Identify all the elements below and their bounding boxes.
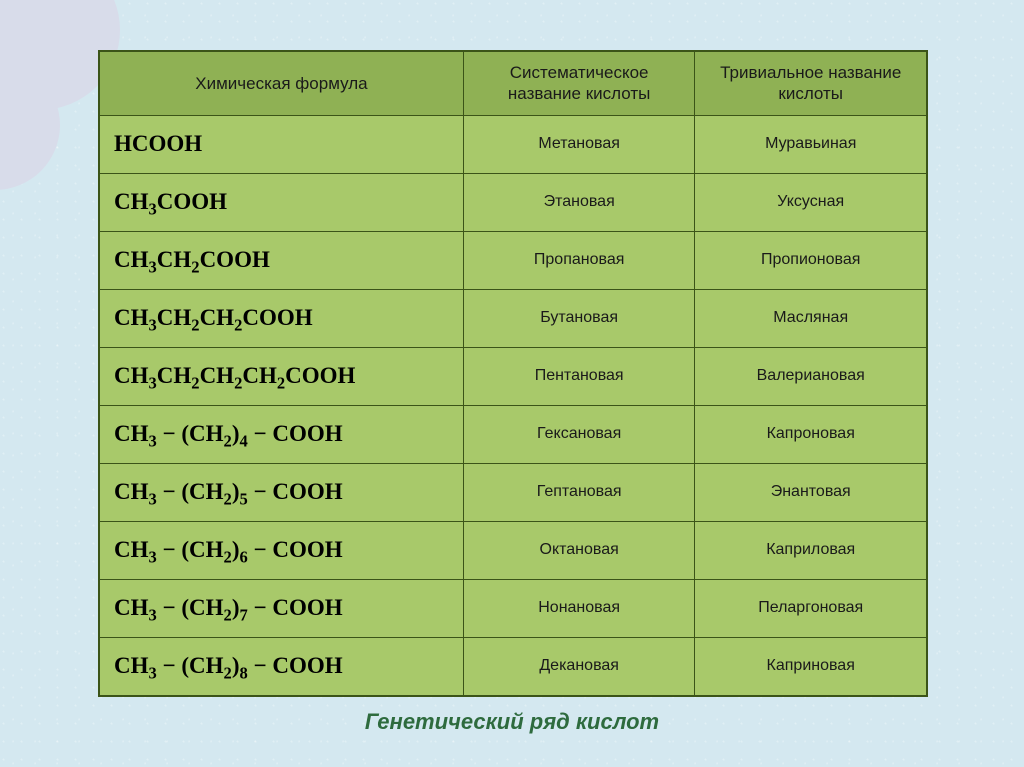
cell-trivial: Уксусная bbox=[695, 173, 927, 231]
table-row: CH3COOHЭтановаяУксусная bbox=[100, 173, 927, 231]
cell-formula: CH3CH2COOH bbox=[100, 231, 464, 289]
cell-systematic: Пропановая bbox=[463, 231, 695, 289]
cell-formula: CH3CH2CH2COOH bbox=[100, 289, 464, 347]
cell-formula: CH3COOH bbox=[100, 173, 464, 231]
table-row: CH3 − (CH2)6 − COOHОктановаяКаприловая bbox=[100, 521, 927, 579]
col-header-systematic: Систематическое название кислоты bbox=[463, 52, 695, 116]
cell-trivial: Энантовая bbox=[695, 463, 927, 521]
cell-systematic: Нонановая bbox=[463, 579, 695, 637]
table-header-row: Химическая формула Систематическое назва… bbox=[100, 52, 927, 116]
table-row: HCOOHМетановаяМуравьиная bbox=[100, 115, 927, 173]
cell-systematic: Гексановая bbox=[463, 405, 695, 463]
table-row: CH3CH2CH2CH2COOHПентановаяВалериановая bbox=[100, 347, 927, 405]
acids-table-container: Химическая формула Систематическое назва… bbox=[98, 50, 928, 697]
cell-systematic: Пентановая bbox=[463, 347, 695, 405]
table-row: CH3CH2COOHПропановаяПропионовая bbox=[100, 231, 927, 289]
slide-caption: Генетический ряд кислот bbox=[0, 709, 1024, 735]
cell-trivial: Капроновая bbox=[695, 405, 927, 463]
cell-trivial: Муравьиная bbox=[695, 115, 927, 173]
cell-formula: CH3 − (CH2)8 − COOH bbox=[100, 637, 464, 695]
cell-trivial: Каприновая bbox=[695, 637, 927, 695]
cell-systematic: Октановая bbox=[463, 521, 695, 579]
cell-trivial: Масляная bbox=[695, 289, 927, 347]
cell-trivial: Каприловая bbox=[695, 521, 927, 579]
cell-systematic: Декановая bbox=[463, 637, 695, 695]
table-row: CH3CH2CH2COOHБутановаяМасляная bbox=[100, 289, 927, 347]
cell-trivial: Пропионовая bbox=[695, 231, 927, 289]
cell-formula: CH3 − (CH2)7 − COOH bbox=[100, 579, 464, 637]
cell-systematic: Этановая bbox=[463, 173, 695, 231]
col-header-trivial: Тривиальное название кислоты bbox=[695, 52, 927, 116]
acids-table-body: HCOOHМетановаяМуравьинаяCH3COOHЭтановаяУ… bbox=[100, 115, 927, 695]
cell-trivial: Валериановая bbox=[695, 347, 927, 405]
cell-systematic: Метановая bbox=[463, 115, 695, 173]
cell-systematic: Бутановая bbox=[463, 289, 695, 347]
table-row: CH3 − (CH2)4 − COOHГексановаяКапроновая bbox=[100, 405, 927, 463]
cell-formula: CH3 − (CH2)6 − COOH bbox=[100, 521, 464, 579]
table-row: CH3 − (CH2)5 − COOHГептановаяЭнантовая bbox=[100, 463, 927, 521]
table-row: CH3 − (CH2)7 − COOHНонановаяПеларгоновая bbox=[100, 579, 927, 637]
cell-trivial: Пеларгоновая bbox=[695, 579, 927, 637]
col-header-formula: Химическая формула bbox=[100, 52, 464, 116]
acids-table: Химическая формула Систематическое назва… bbox=[99, 51, 927, 696]
cell-formula: CH3 − (CH2)5 − COOH bbox=[100, 463, 464, 521]
cell-formula: HCOOH bbox=[100, 115, 464, 173]
cell-systematic: Гептановая bbox=[463, 463, 695, 521]
table-row: CH3 − (CH2)8 − COOHДекановаяКаприновая bbox=[100, 637, 927, 695]
cell-formula: CH3 − (CH2)4 − COOH bbox=[100, 405, 464, 463]
cell-formula: CH3CH2CH2CH2COOH bbox=[100, 347, 464, 405]
